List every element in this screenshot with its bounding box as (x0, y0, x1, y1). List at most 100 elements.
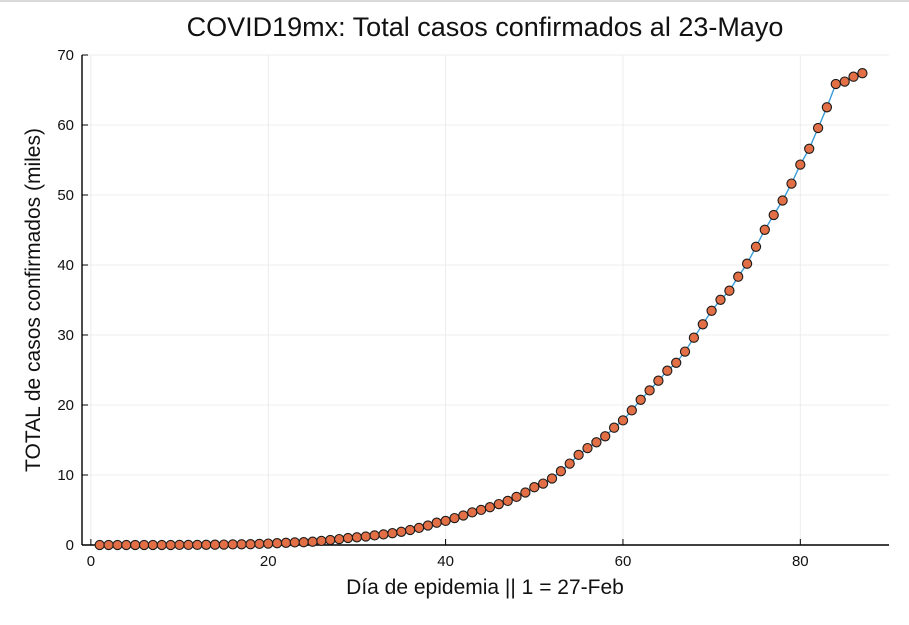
data-point (777, 195, 788, 206)
data-point (706, 305, 717, 316)
data-point (741, 258, 753, 269)
y-tick-label: 10 (57, 467, 74, 484)
data-point (502, 495, 513, 507)
data-point (360, 531, 371, 542)
data-point (342, 532, 354, 544)
data-point (271, 538, 283, 549)
data-point (653, 375, 664, 386)
data-point (520, 487, 531, 498)
data-point (484, 502, 496, 513)
data-point (165, 539, 176, 551)
data-point (263, 538, 274, 549)
data-point (440, 515, 451, 527)
data-point (227, 539, 238, 550)
data-point (174, 539, 185, 551)
data-point (192, 539, 203, 551)
data-point (697, 319, 708, 330)
data-point (600, 431, 611, 442)
x-axis-label: Día de epidemia || 1 = 27-Feb (346, 576, 624, 599)
data-point (750, 241, 762, 252)
data-point (857, 68, 868, 79)
data-point (715, 294, 726, 305)
data-point (112, 539, 123, 551)
data-point (839, 76, 850, 87)
data-point (94, 539, 105, 551)
data-point (688, 332, 700, 343)
y-tick-label: 50 (57, 187, 74, 204)
data-point (298, 537, 309, 548)
data-point (804, 143, 815, 154)
data-point (422, 520, 434, 531)
data-point (387, 528, 398, 539)
data-point (156, 539, 167, 551)
data-points (94, 68, 868, 551)
data-point (307, 536, 318, 547)
data-point (546, 473, 558, 484)
x-tick-label: 20 (260, 553, 277, 570)
data-point (662, 365, 673, 376)
data-point (511, 491, 522, 503)
data-point (555, 466, 567, 477)
data-point (635, 394, 646, 405)
x-tick-label: 0 (87, 553, 95, 570)
data-point (493, 498, 504, 510)
data-point (130, 539, 141, 551)
data-point (316, 535, 327, 547)
data-point (537, 478, 549, 489)
data-point (121, 539, 132, 551)
data-point (759, 224, 770, 235)
data-point (404, 524, 416, 536)
data-point (413, 522, 425, 534)
y-tick-label: 40 (57, 257, 74, 274)
data-point (768, 209, 779, 221)
series-line (99, 72, 863, 546)
x-tick-label: 40 (437, 553, 454, 570)
data-point (467, 507, 478, 518)
data-point (289, 537, 300, 548)
data-point (325, 534, 336, 546)
data-point (475, 504, 487, 516)
y-axis-label: TOTAL de casos confirmados (miles) (22, 128, 45, 472)
x-tick-label: 80 (792, 553, 809, 570)
data-point (245, 539, 256, 550)
y-tick-label: 20 (57, 397, 74, 414)
data-point (378, 529, 389, 540)
data-point (369, 530, 380, 541)
data-point (821, 102, 833, 113)
data-point (830, 78, 841, 90)
data-point (582, 442, 593, 454)
data-point (529, 482, 540, 493)
data-point (396, 526, 407, 537)
data-point (209, 539, 221, 550)
data-point (218, 539, 230, 550)
data-point (183, 539, 194, 551)
data-point (591, 437, 602, 448)
y-tick-label: 30 (57, 327, 74, 344)
grid (82, 54, 889, 546)
chart-title: COVID19mx: Total casos confirmados al 23… (187, 12, 784, 42)
data-point (147, 539, 159, 551)
data-point (334, 533, 345, 545)
data-point (848, 71, 859, 82)
data-point (351, 532, 363, 543)
data-point (812, 122, 824, 134)
x-tick-label: 60 (615, 553, 632, 570)
data-point (236, 539, 247, 550)
data-point (644, 385, 655, 396)
data-point (431, 517, 442, 528)
data-point (254, 538, 265, 550)
y-tick-label: 0 (66, 537, 74, 554)
data-point (103, 539, 114, 551)
data-point (679, 346, 691, 357)
data-point (626, 405, 637, 416)
y-tick-label: 60 (57, 117, 74, 134)
data-point (458, 510, 469, 521)
ticks: 0 10 20 30 40 50 60 70 0 20 40 60 80 (57, 47, 808, 570)
data-point (786, 178, 797, 189)
data-point (138, 539, 150, 551)
data-point (733, 271, 744, 282)
data-point (795, 159, 806, 170)
data-point (564, 458, 575, 469)
data-point (671, 357, 682, 368)
